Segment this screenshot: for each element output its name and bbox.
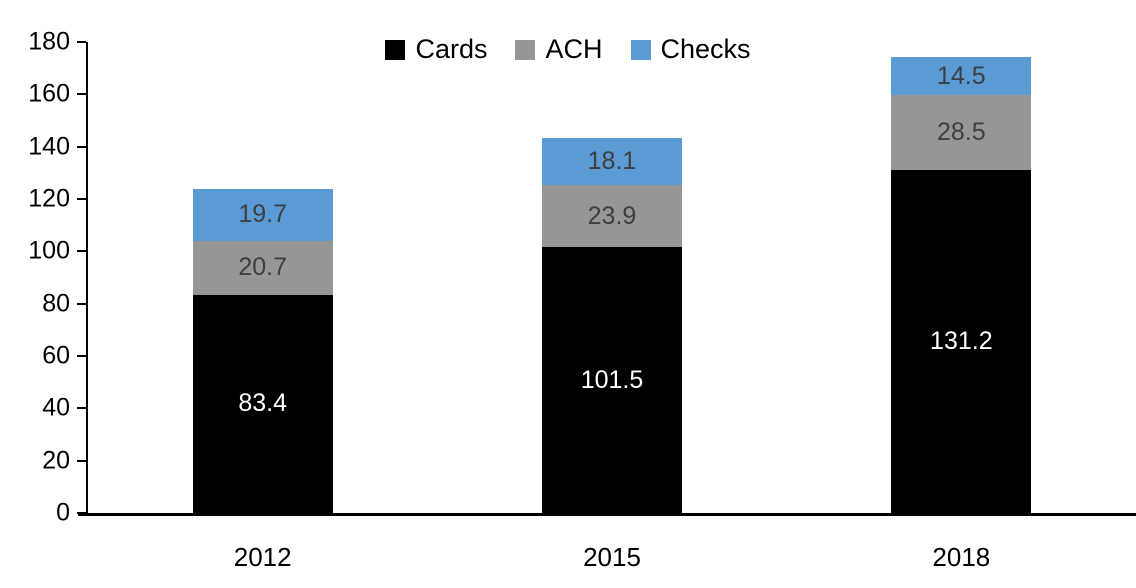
y-axis-tick [77, 93, 86, 96]
y-axis-tick [77, 407, 86, 410]
y-axis-tick [77, 250, 86, 253]
legend-label: ACH [545, 34, 603, 64]
bar-segment-checks-2012: 19.7 [192, 189, 333, 241]
bar-value-label: 20.7 [238, 253, 287, 282]
bar-2015: 101.5 23.9 18.1 [542, 137, 682, 513]
legend-swatch-checks-icon [630, 39, 651, 60]
legend-label: Checks [660, 34, 751, 64]
y-axis-tick-label: 0 [56, 498, 70, 527]
legend-label: Cards [415, 34, 488, 64]
legend-swatch-ach-icon [515, 39, 536, 60]
legend: Cards ACH Checks [0, 36, 1136, 63]
legend-item-checks: Checks [630, 34, 751, 64]
y-axis-tick-label: 20 [42, 446, 70, 475]
bar-value-label: 83.4 [238, 389, 287, 418]
bar-segment-cards-2018: 131.2 [891, 169, 1032, 513]
y-axis-tick [77, 512, 86, 514]
bar-value-label: 14.5 [936, 61, 986, 90]
x-axis-line [78, 513, 1136, 516]
x-axis-label-2015: 2015 [583, 542, 641, 572]
bar-value-label: 131.2 [930, 326, 993, 355]
legend-item-ach: ACH [515, 34, 603, 64]
y-axis-tick [77, 145, 86, 148]
bar-segment-ach-2012: 20.7 [192, 240, 333, 295]
y-axis-tick-label: 160 [28, 79, 70, 108]
y-axis-tick [77, 355, 86, 357]
y-axis-tick [77, 198, 86, 200]
y-axis-tick-label: 60 [42, 341, 70, 370]
bar-value-label: 18.1 [587, 146, 637, 175]
y-axis-tick [77, 302, 86, 305]
plot-area: 0 20 40 60 80 100 120 140 160 180 83.4 20.7 19.7 2012… [28, 29, 1136, 570]
y-axis-tick-label: 140 [28, 132, 70, 161]
y-axis-tick [77, 41, 86, 43]
y-axis-line [86, 42, 88, 513]
y-axis-tick-label: 180 [28, 27, 70, 56]
bar-value-label: 23.9 [587, 201, 637, 230]
y-axis-tick-label: 100 [28, 236, 70, 265]
y-axis-tick-label: 40 [42, 393, 70, 422]
bar-segment-ach-2018: 28.5 [891, 95, 1032, 170]
y-axis-tick-label: 120 [28, 184, 70, 213]
y-axis-tick [77, 459, 86, 462]
bar-2018: 131.2 28.5 14.5 [891, 57, 1032, 513]
bar-segment-cards-2015: 101.5 [542, 247, 682, 513]
bar-2012: 83.4 20.7 19.7 [192, 189, 333, 513]
bar-segment-ach-2015: 23.9 [542, 184, 682, 248]
x-axis-label-2018: 2018 [932, 542, 991, 572]
x-axis-label-2012: 2012 [233, 542, 292, 572]
bar-segment-cards-2012: 83.4 [192, 294, 333, 513]
bar-value-label: 19.7 [238, 200, 287, 229]
bar-value-label: 101.5 [580, 365, 644, 394]
legend-swatch-cards-icon [385, 39, 406, 60]
bar-segment-checks-2015: 18.1 [542, 137, 682, 185]
bar-value-label: 28.5 [936, 117, 986, 146]
bar-segment-checks-2018: 14.5 [891, 57, 1032, 96]
y-axis-tick-label: 80 [42, 289, 70, 318]
legend-item-cards: Cards [385, 36, 487, 63]
